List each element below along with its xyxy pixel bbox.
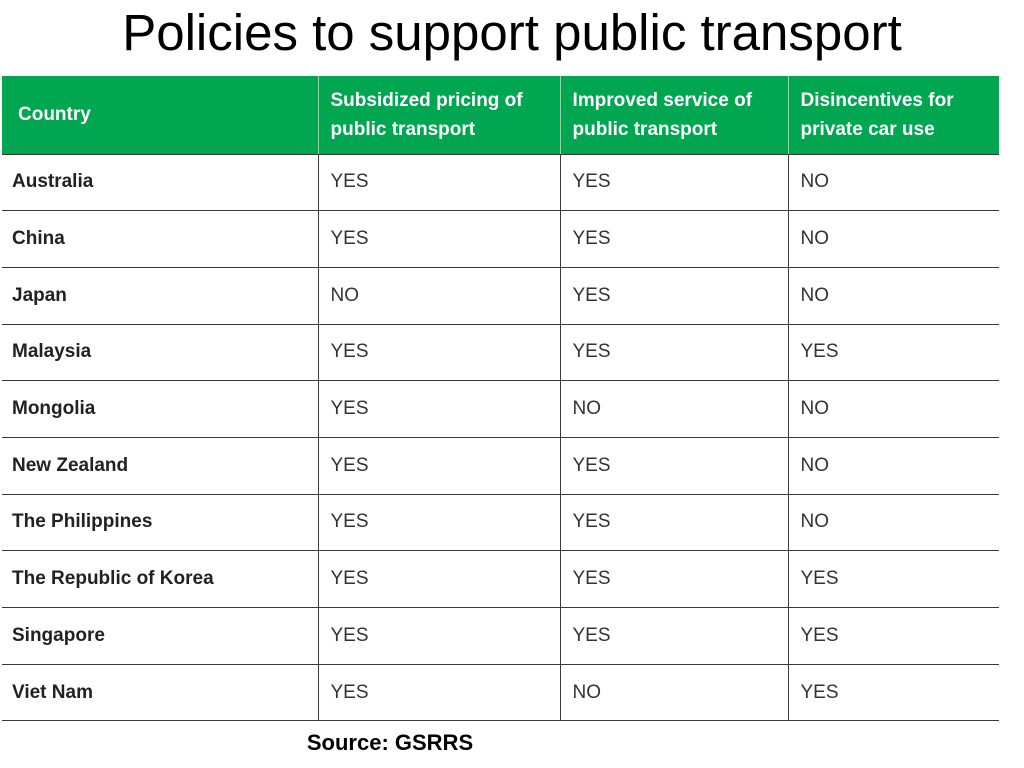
- subsidized-pricing-cell: YES: [317, 607, 560, 665]
- table-row: Japan NO YES NO: [2, 267, 999, 325]
- subsidized-pricing-cell: YES: [317, 664, 560, 722]
- page-title: Policies to support public transport: [122, 4, 902, 61]
- improved-service-cell: NO: [559, 664, 788, 722]
- car-disincentives-cell: YES: [787, 664, 999, 722]
- subsidized-pricing-cell: YES: [317, 380, 560, 438]
- improved-service-cell: YES: [559, 154, 788, 212]
- country-cell: Singapore: [2, 607, 318, 665]
- car-disincentives-cell: NO: [787, 437, 999, 495]
- table-body: Australia YES YES NO China YES YES NO Japan NO YES…: [2, 154, 999, 722]
- table-row: China YES YES NO: [2, 210, 999, 268]
- subsidized-pricing-cell: YES: [317, 324, 560, 382]
- car-disincentives-cell: YES: [787, 607, 999, 665]
- table-row: Mongolia YES NO NO: [2, 380, 999, 438]
- header-row: Country Subsidized pricing of public tra…: [2, 76, 999, 155]
- country-cell: New Zealand: [2, 437, 318, 495]
- table-row: Viet Nam YES NO YES: [2, 664, 999, 722]
- country-cell: Viet Nam: [2, 664, 318, 722]
- improved-service-cell: NO: [559, 380, 788, 438]
- improved-service-cell: YES: [559, 494, 788, 552]
- table-row: New Zealand YES YES NO: [2, 437, 999, 495]
- improved-service-cell: YES: [559, 267, 788, 325]
- table-row: The Philippines YES YES NO: [2, 494, 999, 552]
- table-row: Singapore YES YES YES: [2, 607, 999, 665]
- subsidized-pricing-cell: YES: [317, 494, 560, 552]
- table-row: The Republic of Korea YES YES YES: [2, 550, 999, 608]
- car-disincentives-cell: NO: [787, 154, 999, 212]
- column-header-improved-service: Improved service of public transport: [559, 76, 788, 155]
- car-disincentives-cell: NO: [787, 494, 999, 552]
- improved-service-cell: YES: [559, 324, 788, 382]
- car-disincentives-cell: NO: [787, 380, 999, 438]
- column-header-subsidized-pricing: Subsidized pricing of public transport: [317, 76, 560, 155]
- subsidized-pricing-cell: YES: [317, 437, 560, 495]
- car-disincentives-cell: YES: [787, 550, 999, 608]
- policy-table: Country Subsidized pricing of public tra…: [2, 76, 999, 722]
- improved-service-cell: YES: [559, 437, 788, 495]
- country-cell: The Republic of Korea: [2, 550, 318, 608]
- source-note: Source: GSRRS: [306, 730, 474, 755]
- column-header-car-disincentives: Disincentives for private car use: [787, 76, 999, 155]
- table-header: Country Subsidized pricing of public tra…: [2, 76, 999, 155]
- subsidized-pricing-cell: YES: [317, 550, 560, 608]
- improved-service-cell: YES: [559, 210, 788, 268]
- country-cell: China: [2, 210, 318, 268]
- country-cell: The Philippines: [2, 494, 318, 552]
- subsidized-pricing-cell: NO: [317, 267, 560, 325]
- car-disincentives-cell: NO: [787, 210, 999, 268]
- improved-service-cell: YES: [559, 607, 788, 665]
- column-header-country: Country: [2, 76, 318, 155]
- car-disincentives-cell: NO: [787, 267, 999, 325]
- table-row: Australia YES YES NO: [2, 154, 999, 212]
- country-cell: Malaysia: [2, 324, 318, 382]
- subsidized-pricing-cell: YES: [317, 210, 560, 268]
- country-cell: Australia: [2, 154, 318, 212]
- car-disincentives-cell: YES: [787, 324, 999, 382]
- country-cell: Mongolia: [2, 380, 318, 438]
- table-row: Malaysia YES YES YES: [2, 324, 999, 382]
- country-cell: Japan: [2, 267, 318, 325]
- improved-service-cell: YES: [559, 550, 788, 608]
- subsidized-pricing-cell: YES: [317, 154, 560, 212]
